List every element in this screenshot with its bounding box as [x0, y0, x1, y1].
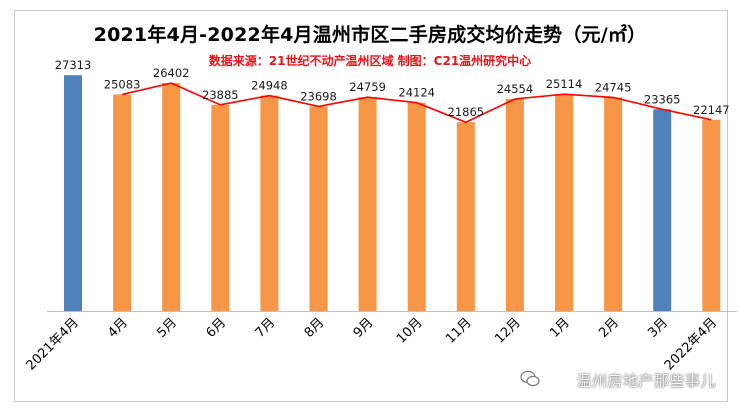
data-label-13: 22147 — [693, 103, 730, 117]
x-tick-label-0: 2021年4月 — [24, 315, 82, 373]
data-label-1: 25083 — [104, 77, 141, 91]
data-label-10: 25114 — [546, 77, 583, 91]
trend-line — [121, 82, 712, 124]
data-label-2: 26402 — [153, 66, 190, 80]
x-tick-label-12: 3月 — [645, 315, 671, 341]
bar-0 — [64, 75, 82, 311]
bar-7 — [407, 102, 426, 312]
watermark-text: 温州房地产那些事儿 — [576, 372, 716, 390]
data-label-6: 24759 — [349, 80, 386, 94]
bar-4 — [260, 95, 279, 311]
x-tick-label-1: 4月 — [105, 315, 131, 341]
x-tick-label-10: 1月 — [547, 315, 573, 341]
bar-3 — [211, 104, 230, 311]
data-label-3: 23885 — [202, 88, 239, 102]
x-tick-label-2: 5月 — [154, 315, 180, 341]
data-label-9: 24554 — [497, 82, 534, 96]
bar-5 — [309, 106, 328, 312]
x-tick-label-13: 2022年4月 — [662, 315, 720, 373]
bar-11 — [604, 97, 623, 311]
bar-8 — [456, 122, 475, 311]
bar-9 — [505, 99, 524, 311]
data-label-4: 24948 — [251, 79, 288, 93]
data-label-7: 24124 — [398, 86, 435, 100]
bar-2 — [162, 83, 181, 311]
x-tick-label-7: 10月 — [394, 315, 425, 346]
bar-12 — [653, 109, 672, 311]
x-tick-label-3: 6月 — [203, 315, 229, 341]
data-label-0: 27313 — [55, 58, 92, 72]
data-label-12: 23365 — [644, 92, 681, 106]
x-tick-label-4: 7月 — [253, 315, 279, 341]
chart-title: 2021年4月-2022年4月温州市区二手房成交均价走势（元/㎡） — [93, 24, 647, 46]
data-label-8: 21865 — [448, 105, 485, 119]
x-tick-label-6: 9月 — [351, 315, 377, 341]
bar-10 — [555, 94, 573, 311]
bar-6 — [358, 97, 377, 311]
x-tick-label-5: 8月 — [302, 315, 328, 341]
chart-subtitle: 数据来源：21世纪不动产温州区域 制图：C21温州研究中心 — [208, 54, 532, 68]
bar-1 — [113, 94, 132, 311]
x-tick-label-9: 12月 — [492, 315, 523, 346]
x-tick-label-8: 11月 — [443, 315, 474, 346]
data-label-5: 23698 — [300, 89, 337, 103]
bar-13 — [702, 119, 721, 311]
data-label-11: 24745 — [595, 80, 632, 94]
x-tick-label-11: 2月 — [596, 315, 622, 341]
wechat-icon — [520, 370, 540, 387]
